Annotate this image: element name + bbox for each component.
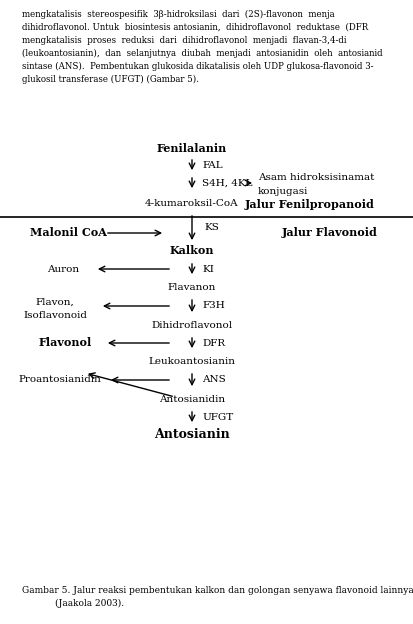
Text: Leukoantosianin: Leukoantosianin xyxy=(148,356,235,366)
Text: sintase (ANS).  Pembentukan glukosida dikatalisis oleh UDP glukosa-flavonoid 3-: sintase (ANS). Pembentukan glukosida dik… xyxy=(22,62,373,71)
Text: S4H, 4KL: S4H, 4KL xyxy=(202,178,252,187)
Text: mengkatalisis  proses  reduksi  dari  dihidroflavonol  menjadi  flavan-3,4-di: mengkatalisis proses reduksi dari dihidr… xyxy=(22,36,346,45)
Text: UFGT: UFGT xyxy=(202,412,233,421)
Text: 4-kumaroksil-CoA: 4-kumaroksil-CoA xyxy=(145,198,238,208)
Text: DFR: DFR xyxy=(202,338,225,348)
Text: Antosianin: Antosianin xyxy=(154,429,229,442)
Text: konjugasi: konjugasi xyxy=(257,187,308,195)
Text: Dihidroflavonol: Dihidroflavonol xyxy=(151,321,232,329)
Text: KS: KS xyxy=(204,223,218,233)
Text: Fenilalanin: Fenilalanin xyxy=(157,142,227,154)
Text: KI: KI xyxy=(202,265,214,273)
Text: (leukoantosianin),  dan  selanjutnya  diubah  menjadi  antosianidin  oleh  antos: (leukoantosianin), dan selanjutnya diuba… xyxy=(22,49,382,58)
Text: Jalur Flavonoid: Jalur Flavonoid xyxy=(281,228,377,238)
Text: Flavanon: Flavanon xyxy=(167,283,216,291)
Text: Flavon,: Flavon, xyxy=(36,298,74,306)
Text: Malonil CoA: Malonil CoA xyxy=(29,228,106,238)
Text: Gambar 5. Jalur reaksi pembentukan kalkon dan golongan senyawa flavonoid lainnya: Gambar 5. Jalur reaksi pembentukan kalko… xyxy=(22,586,413,595)
Text: Asam hidroksisinamat: Asam hidroksisinamat xyxy=(257,173,373,182)
Text: mengkatalisis  stereospesifik  3β-hidroksilasi  dari  (2S)-flavonon  menja: mengkatalisis stereospesifik 3β-hidroksi… xyxy=(22,10,334,19)
Text: dihidroflavonol. Untuk  biosintesis antosianin,  dihidroflavonol  reduktase  (DF: dihidroflavonol. Untuk biosintesis antos… xyxy=(22,23,367,32)
Text: Kalkon: Kalkon xyxy=(169,245,214,256)
Text: glukosil transferase (UFGT) (Gambar 5).: glukosil transferase (UFGT) (Gambar 5). xyxy=(22,75,199,84)
Text: Antosianidin: Antosianidin xyxy=(159,394,225,404)
Text: (Jaakola 2003).: (Jaakola 2003). xyxy=(55,599,124,608)
Text: F3H: F3H xyxy=(202,301,224,311)
Text: Auron: Auron xyxy=(47,265,79,273)
Text: Jalur Fenilpropanoid: Jalur Fenilpropanoid xyxy=(244,200,374,210)
Text: FAL: FAL xyxy=(202,160,222,170)
Text: ANS: ANS xyxy=(202,376,225,384)
Text: Isoflavonoid: Isoflavonoid xyxy=(23,311,87,319)
Text: Flavonol: Flavonol xyxy=(38,338,91,348)
Text: Proantosianidin: Proantosianidin xyxy=(19,376,101,384)
